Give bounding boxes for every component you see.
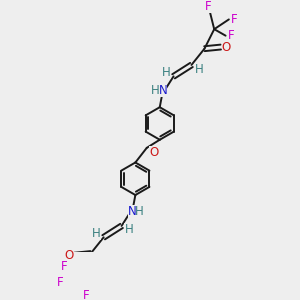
Text: H: H [151,85,160,98]
Text: N: N [128,205,136,218]
Text: F: F [61,260,67,273]
Text: H: H [162,66,171,79]
Text: H: H [124,224,133,236]
Text: N: N [159,85,167,98]
Text: H: H [194,62,203,76]
Text: O: O [149,146,159,159]
Text: F: F [83,289,90,300]
Text: O: O [64,249,73,262]
Text: O: O [222,40,231,54]
Text: F: F [205,0,212,13]
Text: H: H [135,205,144,218]
Text: F: F [231,13,238,26]
Text: F: F [57,276,64,289]
Text: F: F [228,29,235,42]
Text: H: H [92,227,101,240]
